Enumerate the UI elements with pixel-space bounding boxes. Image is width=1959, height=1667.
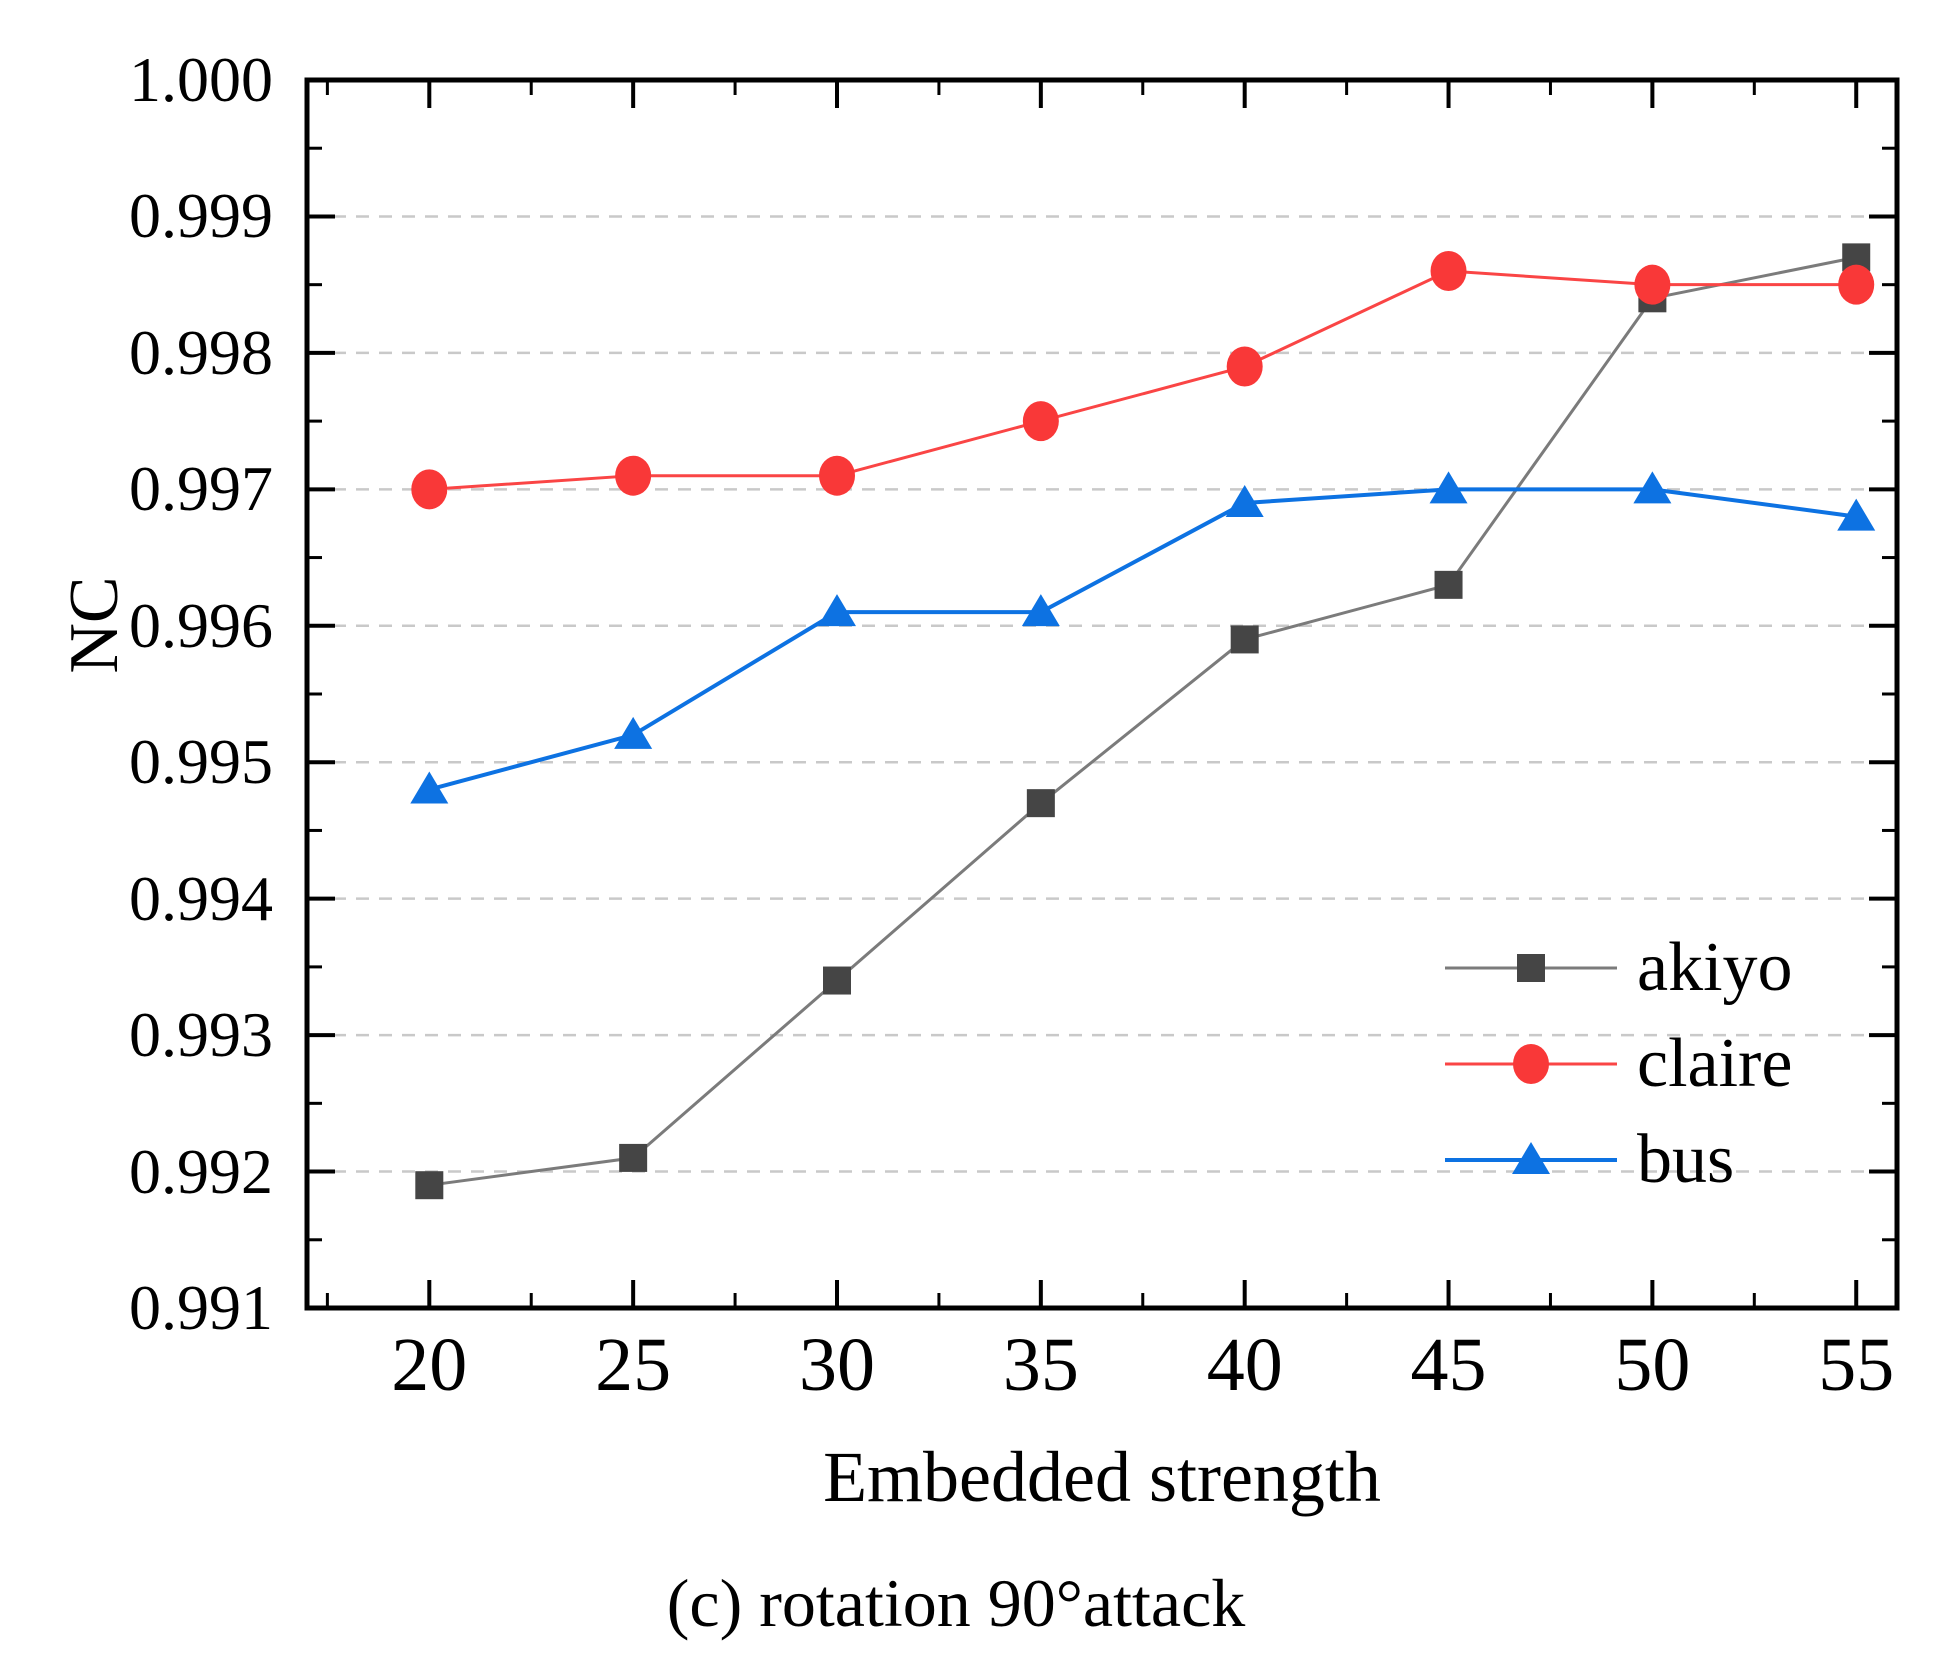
data-point-bus <box>1429 471 1468 504</box>
x-tick-label: 20 <box>391 1323 468 1407</box>
x-tick-label: 35 <box>1002 1323 1079 1407</box>
data-point-bus <box>1633 471 1672 504</box>
data-point-claire <box>819 455 855 496</box>
x-tick-label: 45 <box>1410 1323 1487 1407</box>
data-point-akiyo <box>415 1171 444 1200</box>
y-tick-label: 0.994 <box>129 862 273 934</box>
x-tick-label: 50 <box>1614 1323 1691 1407</box>
data-point-claire <box>411 469 448 510</box>
y-axis-title: NC <box>56 576 133 674</box>
data-point-akiyo <box>619 1143 648 1172</box>
legend-label: claire <box>1637 1025 1793 1102</box>
y-tick-label: 0.996 <box>129 589 273 661</box>
data-point-claire <box>615 455 652 496</box>
x-tick-label: 30 <box>799 1323 875 1407</box>
data-point-bus <box>410 771 449 804</box>
legend-key-triangle-icon <box>1445 1142 1617 1174</box>
series-line-akiyo <box>429 255 1857 1187</box>
legend-key-square-icon <box>1445 954 1617 982</box>
data-point-akiyo <box>1434 570 1463 599</box>
data-point-akiyo <box>1026 789 1055 818</box>
legend-label: bus <box>1637 1121 1735 1198</box>
legend-marker-square-icon <box>1517 954 1545 982</box>
x-tick-label: 55 <box>1818 1323 1895 1407</box>
data-point-bus <box>818 594 856 627</box>
data-point-bus <box>1225 484 1264 517</box>
y-tick-label: 0.991 <box>129 1272 273 1343</box>
y-tick-label: 0.999 <box>129 180 273 252</box>
legend-label: akiyo <box>1637 929 1793 1006</box>
series-line-claire <box>429 269 1857 491</box>
y-tick-label: 0.997 <box>129 453 273 525</box>
legend-key-circle-icon <box>1445 1044 1617 1084</box>
series-line-bus <box>428 487 1857 792</box>
legend-item-akiyo: akiyo <box>1443 920 1793 1016</box>
data-point-bus <box>614 716 653 749</box>
data-point-claire <box>1226 346 1263 387</box>
data-point-akiyo <box>823 966 851 995</box>
y-tick-label: 0.995 <box>129 726 273 798</box>
data-point-claire <box>1022 401 1059 442</box>
y-tick-label: 0.993 <box>129 999 273 1071</box>
data-point-bus <box>1837 498 1876 531</box>
data-point-akiyo <box>1230 625 1259 654</box>
legend-marker-triangle-icon <box>1512 1142 1550 1174</box>
x-tick-label: 25 <box>595 1323 672 1407</box>
data-point-bus <box>1021 594 1060 627</box>
x-tick-label: 40 <box>1206 1323 1283 1407</box>
legend: akiyo claire bus <box>1443 920 1793 1208</box>
figure-caption: (c) rotation 90°attack <box>666 1565 1246 1641</box>
data-point-claire <box>1634 264 1671 305</box>
y-tick-label: 0.998 <box>129 316 273 388</box>
plot-border <box>304 77 1900 1311</box>
y-tick-label: 1.000 <box>129 44 273 115</box>
legend-item-claire: claire <box>1443 1016 1793 1112</box>
data-point-claire <box>1838 264 1875 305</box>
legend-marker-circle-icon <box>1513 1044 1549 1084</box>
data-point-claire <box>1430 251 1467 292</box>
y-tick-label: 0.992 <box>129 1135 273 1207</box>
legend-item-bus: bus <box>1443 1112 1793 1208</box>
x-axis-title: Embedded strength <box>823 1437 1381 1517</box>
